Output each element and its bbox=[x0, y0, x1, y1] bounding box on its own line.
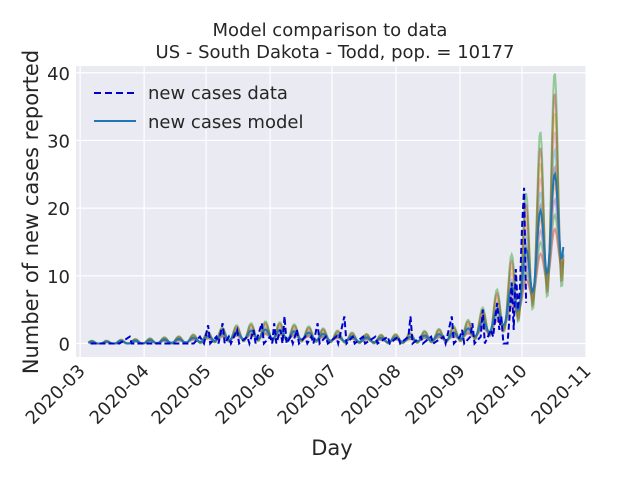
x-axis-label: Day bbox=[311, 436, 352, 460]
x-tick-label: 2020-05 bbox=[148, 361, 216, 429]
x-tick-label: 2020-11 bbox=[527, 361, 595, 429]
x-tick-label: 2020-08 bbox=[338, 361, 406, 429]
plot-area bbox=[76, 66, 586, 357]
x-tick-label: 2020-10 bbox=[463, 361, 531, 429]
series-layer bbox=[87, 171, 565, 348]
y-tick-label: 10 bbox=[47, 267, 70, 288]
series-line-new-cases-data bbox=[90, 187, 528, 348]
legend-label-model: new cases model bbox=[148, 112, 303, 133]
legend: new cases data new cases model bbox=[94, 83, 303, 133]
x-tick-label: 2020-06 bbox=[212, 361, 280, 429]
y-tick-label: 20 bbox=[47, 199, 70, 220]
y-tick-label: 30 bbox=[47, 131, 70, 152]
legend-label-data: new cases data bbox=[148, 83, 288, 104]
chart-subtitle: US - South Dakota - Todd, pop. = 10177 bbox=[156, 42, 515, 63]
x-tick-label: 2020-04 bbox=[86, 361, 154, 429]
y-axis-label: Number of new cases reported bbox=[19, 50, 43, 374]
grid bbox=[76, 66, 587, 357]
x-tick-labels: 2020-032020-042020-052020-062020-072020-… bbox=[22, 361, 596, 429]
x-tick-label: 2020-09 bbox=[402, 361, 470, 429]
y-tick-label: 0 bbox=[59, 334, 70, 355]
chart-title: Model comparison to data bbox=[213, 20, 448, 41]
y-tick-label: 40 bbox=[47, 64, 70, 85]
y-tick-labels: 0 10 20 30 40 bbox=[47, 64, 70, 356]
x-tick-label: 2020-07 bbox=[274, 361, 342, 429]
